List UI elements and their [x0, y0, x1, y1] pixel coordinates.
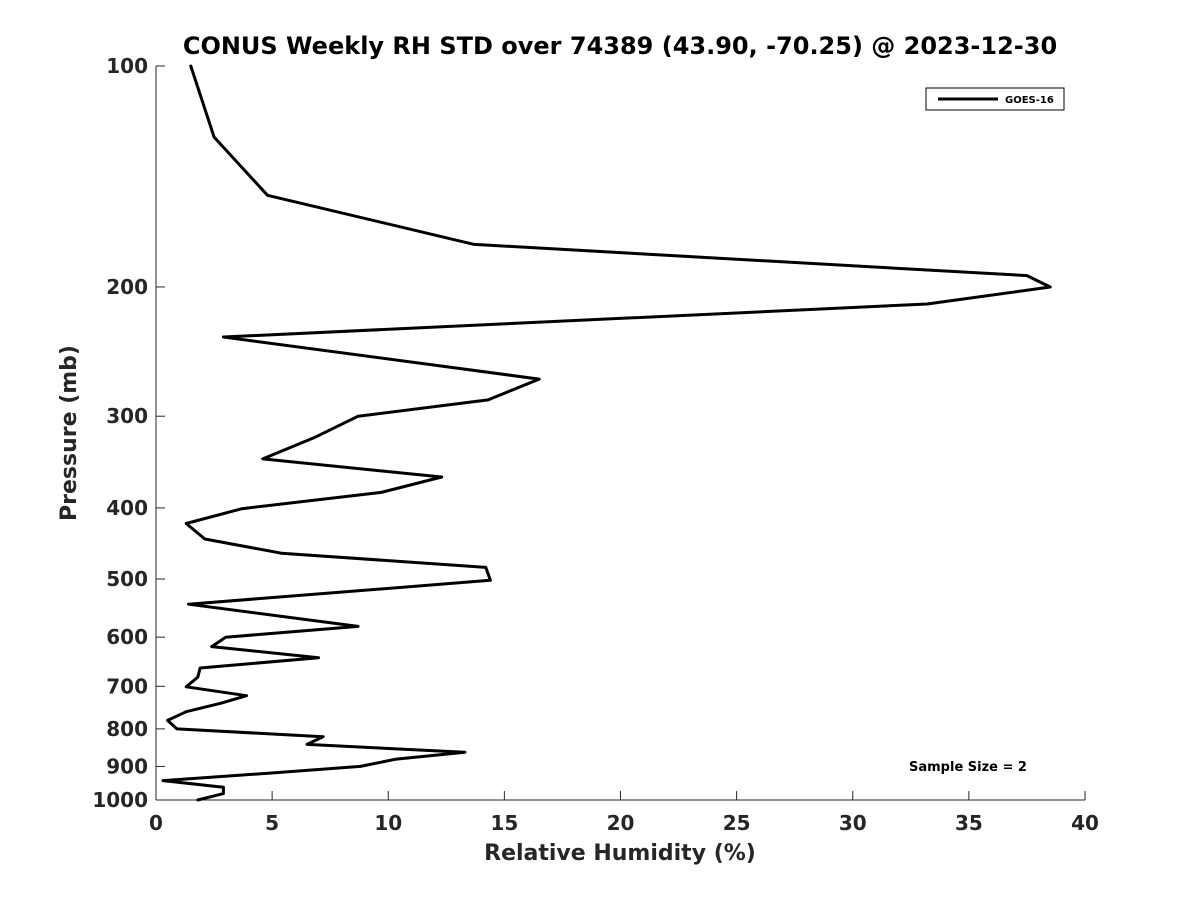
- x-tick-label: 15: [490, 811, 518, 835]
- y-axis-ticks: 100 200 300 400 500 600 700 800 900 1000: [92, 54, 165, 812]
- y-tick-label: 200: [106, 275, 148, 299]
- y-tick-label: 600: [106, 625, 148, 649]
- y-tick-label: 500: [106, 567, 148, 591]
- y-tick-label: 400: [106, 496, 148, 520]
- series-lines: [161, 64, 1052, 802]
- x-tick-label: 35: [955, 811, 983, 835]
- y-tick-label: 100: [106, 54, 148, 78]
- x-tick-label: 5: [265, 811, 279, 835]
- x-axis-label: Relative Humidity (%): [484, 841, 756, 866]
- legend-label-goes-16: GOES-16: [1005, 95, 1054, 106]
- x-tick-label: 40: [1071, 811, 1099, 835]
- x-tick-label: 10: [374, 811, 402, 835]
- axes: [155, 66, 1085, 801]
- y-axis-label: Pressure (mb): [57, 345, 82, 521]
- y-tick-label: 300: [106, 404, 148, 428]
- y-tick-label: 900: [106, 754, 148, 778]
- y-tick-label: 800: [106, 717, 148, 741]
- series-line-goes-16: [161, 64, 1052, 802]
- chart-title: CONUS Weekly RH STD over 74389 (43.90, -…: [183, 32, 1057, 60]
- x-tick-label: 0: [149, 811, 163, 835]
- y-tick-label: 1000: [92, 788, 148, 812]
- x-tick-label: 30: [839, 811, 867, 835]
- x-tick-label: 25: [723, 811, 751, 835]
- x-axis-ticks: 0 5 10 15 20 25 30 35 40: [149, 791, 1099, 835]
- legend: GOES-16: [925, 87, 1065, 111]
- sample-size-annotation: Sample Size = 2: [909, 760, 1027, 775]
- y-tick-label: 700: [106, 674, 148, 698]
- x-tick-label: 20: [607, 811, 635, 835]
